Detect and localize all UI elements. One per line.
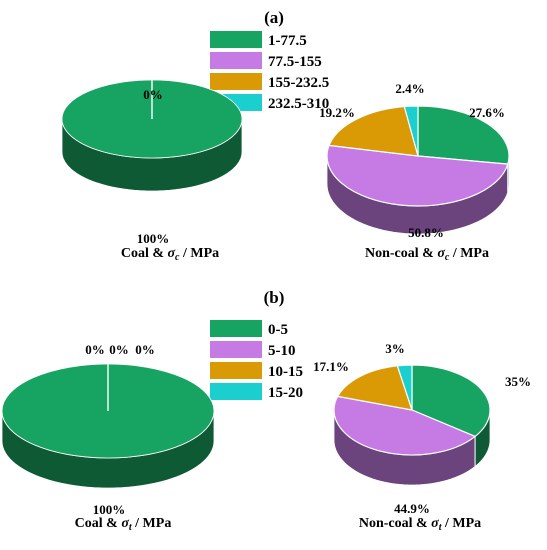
pie-title-unit: / MPa [132,516,172,531]
legend-swatch-0 [210,31,262,48]
pie-title: Coal & σt / MPa [75,516,172,533]
data-label-2: 0% [109,342,129,357]
pie-title-unit: / MPa [449,246,489,261]
legend-swatch-3 [210,383,262,400]
pie-title-unit: / MPa [180,246,220,261]
data-label-1: 50.8% [408,225,444,240]
pie-0-1: 27.6% 50.8% 19.2% 2.4% Non-coal & σc / MPa [319,81,510,263]
pie-title-subscript: c [445,252,450,263]
pie-1-1-slice-0 [411,364,491,438]
legend-label-0: 1-77.5 [268,33,307,49]
panel-0: (a) 1-77.5 77.5-155 155-232.5 232.5-310 100% 0… [61,8,510,263]
legend: 0-5 5-10 10-15 15-20 [210,320,303,401]
pie-title-subscript: t [439,522,443,533]
pie-0-0: 100% 0% Coal & σc / MPa [61,79,243,263]
data-label-0: 100% [137,231,170,246]
pie-1-1: 35% 44.9% 17.1% 3% Non-coal & σt / MPa [313,341,531,533]
pie-title-unit: / MPa [442,516,482,531]
pie-title: Non-coal & σt / MPa [359,516,481,533]
panel-label: (b) [264,288,285,307]
legend-swatch-0 [210,320,262,337]
pie-0-1-slice-2 [328,105,419,157]
pie-title-subscript: t [129,522,133,533]
data-label-0: 100% [93,502,126,517]
pie-0-1-slice-0 [417,105,510,165]
legend-swatch-2 [210,362,262,379]
panel-label: (a) [264,8,284,27]
pie-1-1-slice-3 [396,364,413,411]
pie-title-symbol: σ [121,516,129,531]
data-label-1: 44.9% [394,501,430,516]
pie-title-prefix: Non-coal & [365,246,437,261]
pie-title-prefix: Non-coal & [359,516,431,531]
pie-title-prefix: Coal & [121,246,168,261]
data-label-3: 2.4% [395,81,424,96]
data-label-2: 19.2% [319,105,355,120]
data-label-1: 0% [85,342,105,357]
data-label-0: 27.6% [469,105,505,120]
data-label-2: 17.1% [313,359,349,374]
pie-1-0: 100% 0% 0% 0% Coal & σt / MPa [1,342,215,533]
data-label-3: 3% [385,341,405,356]
data-label-0: 35% [505,374,531,389]
data-label-3: 0% [135,342,155,357]
legend-swatch-1 [210,52,262,69]
pie-1-1-slice-1 [333,395,476,456]
pie-title-symbol: σ [168,246,176,261]
legend-label-3: 15-20 [268,385,303,401]
pie-title-prefix: Coal & [75,516,122,531]
pie-title-symbol: σ [431,516,439,531]
legend-label-2: 155-232.5 [268,75,329,91]
data-label-1: 0% [143,87,163,102]
pie-0-1-slice-3 [403,105,419,157]
pie-title-symbol: σ [437,246,445,261]
legend-label-1: 5-10 [268,343,296,359]
pie-0-1-slice-1 [326,144,509,207]
pie-1-1-slice-2 [337,365,413,411]
legend-swatch-1 [210,341,262,358]
legend-swatch-2 [210,73,262,90]
pie-title-subscript: c [175,252,180,263]
legend-label-2: 10-15 [268,364,303,380]
legend-label-0: 0-5 [268,322,288,338]
panel-1: (b) 0-5 5-10 10-15 15-20 100% 0% 0% 0% Coal & σt … [1,288,531,533]
legend-label-3: 232.5-310 [268,96,329,112]
pie-title: Non-coal & σc / MPa [365,246,489,263]
legend-label-1: 77.5-155 [268,54,322,70]
pie-title: Coal & σc / MPa [121,246,219,263]
